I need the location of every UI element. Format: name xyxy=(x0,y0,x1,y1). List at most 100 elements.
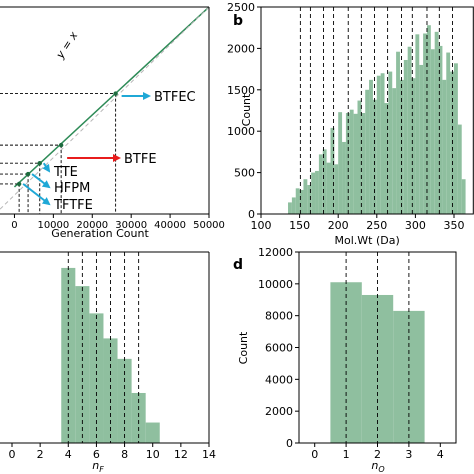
panel-d-ytick-label: 2000 xyxy=(265,405,293,418)
panel-c-nf-histogram: 0 2 4 6 8 10 12 14 nF xyxy=(0,251,216,474)
panel-a-xtick-label: 20000 xyxy=(76,220,108,231)
histogram-bar xyxy=(461,179,466,214)
panel-d-xlabel: nO xyxy=(371,459,384,474)
histogram-bar xyxy=(403,59,408,214)
trend-line xyxy=(13,7,209,188)
panel-letter-b: b xyxy=(233,13,243,29)
panel-b-xtick-label: 150 xyxy=(289,219,310,232)
panel-b-xtick-label: 250 xyxy=(366,219,387,232)
histogram-bar xyxy=(315,170,319,214)
panel-d-xtick-label: 0 xyxy=(311,448,318,461)
histogram-bar xyxy=(361,112,366,214)
panel-d-ytick-label: 6000 xyxy=(265,342,293,355)
histogram-bar xyxy=(399,79,404,214)
panel-c-xtick-label: 4 xyxy=(65,448,72,461)
histogram-bar xyxy=(61,267,76,443)
histogram-bar xyxy=(392,88,397,214)
point-btfe xyxy=(58,142,64,148)
panel-b-ylabel: Count xyxy=(240,93,253,126)
histogram-bar xyxy=(353,113,358,214)
panel-c-xlabel: nF xyxy=(92,459,104,474)
histogram-bar xyxy=(446,52,451,214)
histogram-bar xyxy=(307,185,312,214)
panel-d-xtick-label: 1 xyxy=(343,448,350,461)
panel-b-ytick-label: 0 xyxy=(248,208,255,221)
panel-a-xtick-label: 50000 xyxy=(193,220,225,231)
histogram-bar xyxy=(396,51,400,214)
panel-d-ytick-label: 4000 xyxy=(265,373,293,386)
histogram-bar xyxy=(288,202,292,214)
histogram-bar xyxy=(322,149,327,214)
panel-c-xtick-label: 0 xyxy=(9,448,16,461)
histogram-bar xyxy=(342,141,346,214)
panel-c-xtick-label: 10 xyxy=(146,448,160,461)
histogram-bar xyxy=(311,172,316,214)
histogram-bar xyxy=(338,112,343,214)
histogram-bar xyxy=(131,392,146,443)
histogram-bar xyxy=(380,73,385,215)
histogram-bar xyxy=(423,33,427,214)
arrow-tftfe xyxy=(22,183,51,206)
panel-d-xtick-label: 4 xyxy=(437,448,444,461)
panel-a-xlabel: Generation Count xyxy=(51,227,149,240)
histogram-bar xyxy=(369,79,373,214)
panel-a-xtick-label: 30000 xyxy=(115,220,147,231)
histogram-bar xyxy=(330,127,335,214)
panel-b-ytick-label: 500 xyxy=(234,167,255,180)
histogram-bar xyxy=(330,282,362,443)
panel-d-ytick-label: 10000 xyxy=(258,278,293,291)
panel-d-no-histogram: 0 1 2 3 4 0 2000 4000 6000 8000 10000 12000 Count nO xyxy=(237,246,457,474)
identity-line-label: y = x xyxy=(53,29,81,62)
panel-b-xtick-label: 300 xyxy=(405,219,426,232)
label-btfe: BTFE xyxy=(124,152,157,167)
histogram-bar xyxy=(145,422,160,443)
panel-c-xtick-label: 14 xyxy=(202,448,216,461)
panel-b-xtick-label: 100 xyxy=(251,219,272,232)
histogram-bar xyxy=(430,49,435,215)
panel-c-xtick-label: 8 xyxy=(121,448,128,461)
identity-line xyxy=(0,7,209,210)
histogram-bar xyxy=(291,197,296,214)
histogram-bar xyxy=(442,79,447,214)
panel-d-ytick-label: 8000 xyxy=(265,310,293,323)
point-hfpm xyxy=(25,171,31,177)
histogram-bar xyxy=(103,338,118,443)
arrow-hfpm xyxy=(31,173,51,189)
panel-letter-d: d xyxy=(233,257,243,273)
histogram-bar xyxy=(303,179,308,214)
histogram-bar xyxy=(349,109,354,214)
histogram-bar xyxy=(388,71,393,214)
histogram-bar xyxy=(426,25,431,214)
panel-b-ytick-label: 2000 xyxy=(227,42,255,55)
histogram-bar xyxy=(434,31,439,215)
histogram-bar xyxy=(299,189,304,214)
panel-a-plot-area xyxy=(0,7,209,214)
histogram-bar xyxy=(419,64,424,215)
panel-d-xtick-label: 3 xyxy=(405,448,412,461)
histogram-bar xyxy=(357,100,362,214)
panel-b-xlabel: Mol.Wt (Da) xyxy=(335,234,400,247)
histogram-bar xyxy=(438,45,443,214)
histogram-bar xyxy=(361,294,394,443)
histogram-bar xyxy=(318,154,323,214)
panel-a-xtick-label: 40000 xyxy=(154,220,186,231)
histogram-bar xyxy=(407,46,412,214)
histogram-bar xyxy=(384,103,389,214)
panel-b-ytick-label: 1500 xyxy=(227,84,255,97)
histogram-bar xyxy=(411,78,416,214)
panel-d-xtick-label: 2 xyxy=(374,448,381,461)
histogram-bar xyxy=(365,89,370,214)
point-tte xyxy=(37,160,42,166)
histogram-bar xyxy=(454,63,458,214)
panel-a-xtick-label: 0 xyxy=(11,220,17,231)
panel-b-molwt-histogram: 100 150 200 250 300 350 0 500 1000 1500 2000 2500 Mo… xyxy=(227,1,474,247)
panel-b-ytick-label: 2500 xyxy=(227,1,255,14)
histogram-bar xyxy=(415,34,420,214)
panel-b-xtick-label: 200 xyxy=(328,219,349,232)
panel-d-ylabel: Count xyxy=(237,331,250,364)
panel-c-xtick-label: 6 xyxy=(93,448,100,461)
panel-b-xtick-label: 350 xyxy=(444,219,465,232)
panel-c-xtick-label: 12 xyxy=(174,448,188,461)
histogram-bar xyxy=(457,124,462,214)
